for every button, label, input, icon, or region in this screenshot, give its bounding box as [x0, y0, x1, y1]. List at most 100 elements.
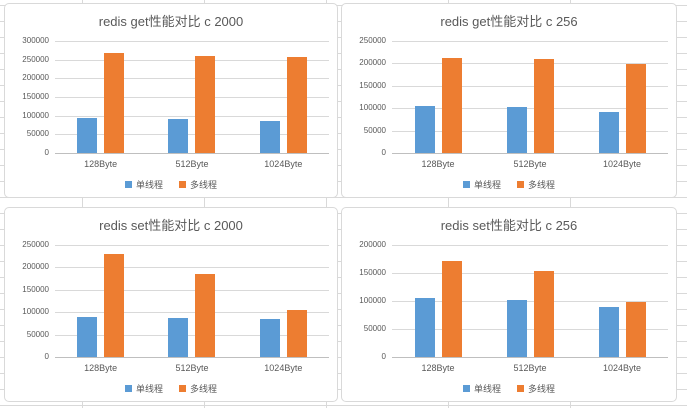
y-axis-tick-label: 250000	[359, 36, 386, 45]
gridline	[55, 134, 329, 136]
legend-label-single-thread: 单线程	[473, 180, 501, 190]
legend-entry-multi-thread[interactable]: 多线程	[517, 178, 555, 191]
x-axis-category-label: 512Byte	[513, 159, 547, 169]
legend[interactable]: 单线程 多线程	[342, 178, 676, 191]
legend[interactable]: 单线程 多线程	[5, 178, 337, 191]
chart-redis-set-c2000[interactable]: redis set性能对比 c 2000 250000 200000 150000 10…	[4, 207, 338, 402]
legend[interactable]: 单线程 多线程	[342, 382, 676, 395]
gridline	[392, 301, 668, 302]
legend-entry-single-thread[interactable]: 单线程	[462, 382, 501, 395]
bar-single-thread-512byte[interactable]	[506, 107, 527, 153]
legend-swatch-multi-thread	[179, 385, 186, 392]
legend-swatch-single-thread	[124, 385, 132, 392]
y-axis-tick-label: 250000	[22, 240, 49, 249]
bar-multi-thread-128byte[interactable]	[441, 261, 462, 357]
x-axis-category-label: 128Byte	[84, 159, 118, 169]
bar-group-512byte	[146, 245, 237, 357]
bar-multi-thread-512byte[interactable]	[195, 274, 216, 357]
chart-redis-get-c256[interactable]: redis get性能对比 c 256 250000 200000 150000 100…	[341, 3, 677, 198]
bar-multi-thread-128byte[interactable]	[104, 253, 125, 357]
legend[interactable]: 单线程 多线程	[5, 382, 337, 395]
gridline	[55, 289, 329, 291]
legend-swatch-multi-thread	[179, 181, 186, 188]
bar-single-thread-1024byte[interactable]	[259, 319, 280, 357]
gridline	[392, 41, 668, 42]
legend-label-single-thread: 单线程	[135, 384, 163, 394]
chart-title: redis get性能对比 c 256	[440, 14, 578, 29]
x-axis-category-label: 128Byte	[421, 363, 455, 373]
gridline	[55, 59, 329, 61]
bar-single-thread-512byte[interactable]	[168, 119, 189, 153]
bar-multi-thread-128byte[interactable]	[441, 58, 462, 153]
y-axis-tick-label: 100000	[22, 110, 49, 120]
gridline	[392, 329, 668, 330]
legend-entry-single-thread[interactable]: 单线程	[124, 382, 163, 395]
bar-group-128byte	[55, 245, 146, 357]
chart-redis-set-c256[interactable]: redis set性能对比 c 256 200000 150000 100000 500…	[341, 207, 677, 402]
y-axis-tick-label: 0	[381, 352, 386, 361]
y-axis-tick-label: 100000	[359, 296, 386, 305]
legend-label-multi-thread: 多线程	[190, 180, 218, 190]
bar-single-thread-128byte[interactable]	[77, 117, 98, 153]
x-axis-category-label: 128Byte	[84, 363, 118, 373]
y-axis-tick-label: 200000	[359, 240, 386, 249]
x-axis-category-label: 1024Byte	[264, 159, 303, 169]
gridline	[55, 312, 329, 314]
bar-group-128byte	[55, 41, 146, 153]
bar-multi-thread-512byte[interactable]	[533, 271, 554, 357]
y-axis-tick-label: 150000	[359, 80, 386, 90]
legend-entry-single-thread[interactable]: 单线程	[124, 178, 163, 191]
legend-entry-multi-thread[interactable]: 多线程	[179, 382, 217, 395]
chart-title: redis set性能对比 c 2000	[99, 218, 243, 233]
legend-label-multi-thread: 多线程	[528, 384, 556, 394]
bar-multi-thread-1024byte[interactable]	[625, 301, 646, 357]
bar-multi-thread-512byte[interactable]	[533, 59, 554, 153]
bar-multi-thread-1024byte[interactable]	[286, 309, 307, 357]
y-axis-tick-label: 50000	[363, 125, 386, 135]
legend-label-multi-thread: 多线程	[528, 180, 556, 190]
x-axis-category-labels: 128Byte 512Byte 1024Byte	[55, 159, 329, 169]
y-axis-tick-label: 100000	[22, 307, 49, 317]
bar-multi-thread-1024byte[interactable]	[625, 63, 646, 153]
y-axis-tick-label: 200000	[22, 73, 49, 83]
legend-swatch-multi-thread	[517, 385, 524, 392]
gridline	[392, 85, 668, 87]
y-axis-tick-label: 50000	[26, 129, 49, 139]
bar-group-512byte	[146, 41, 237, 153]
bar-multi-thread-128byte[interactable]	[104, 52, 125, 153]
x-axis-category-labels: 128Byte 512Byte 1024Byte	[55, 363, 329, 373]
legend-label-multi-thread: 多线程	[190, 384, 218, 394]
gridline	[392, 130, 668, 132]
bar-multi-thread-1024byte[interactable]	[286, 56, 307, 153]
legend-swatch-single-thread	[462, 181, 470, 188]
bar-single-thread-128byte[interactable]	[77, 316, 98, 357]
bar-single-thread-512byte[interactable]	[168, 318, 189, 357]
legend-entry-single-thread[interactable]: 单线程	[462, 178, 501, 191]
bar-single-thread-128byte[interactable]	[414, 298, 435, 357]
bar-single-thread-1024byte[interactable]	[259, 120, 280, 153]
bar-single-thread-1024byte[interactable]	[598, 112, 619, 153]
bar-multi-thread-512byte[interactable]	[195, 55, 216, 153]
legend-entry-multi-thread[interactable]: 多线程	[179, 178, 217, 191]
legend-swatch-single-thread	[462, 385, 470, 392]
x-axis-category-label: 512Byte	[175, 159, 209, 169]
bar-single-thread-128byte[interactable]	[414, 105, 435, 153]
y-axis-tick-label: 250000	[22, 54, 49, 64]
y-axis-tick-label: 150000	[359, 268, 386, 277]
gridline	[55, 245, 329, 246]
x-axis-category-label: 512Byte	[175, 363, 209, 373]
plot-area	[55, 41, 329, 154]
bar-group-128byte	[392, 245, 484, 357]
y-axis-tick-label: 200000	[359, 58, 386, 68]
gridline	[55, 115, 329, 117]
gridline	[392, 63, 668, 65]
bar-single-thread-1024byte[interactable]	[598, 306, 619, 357]
x-axis-category-label: 1024Byte	[264, 363, 303, 373]
bar-single-thread-512byte[interactable]	[506, 299, 527, 357]
chart-redis-get-c2000[interactable]: redis get性能对比 c 2000 300000 250000 200000 15…	[4, 3, 338, 198]
gridline	[55, 78, 329, 80]
chart-title: redis get性能对比 c 2000	[98, 14, 244, 29]
y-axis-tick-label: 200000	[22, 262, 49, 272]
legend-entry-multi-thread[interactable]: 多线程	[517, 382, 555, 395]
